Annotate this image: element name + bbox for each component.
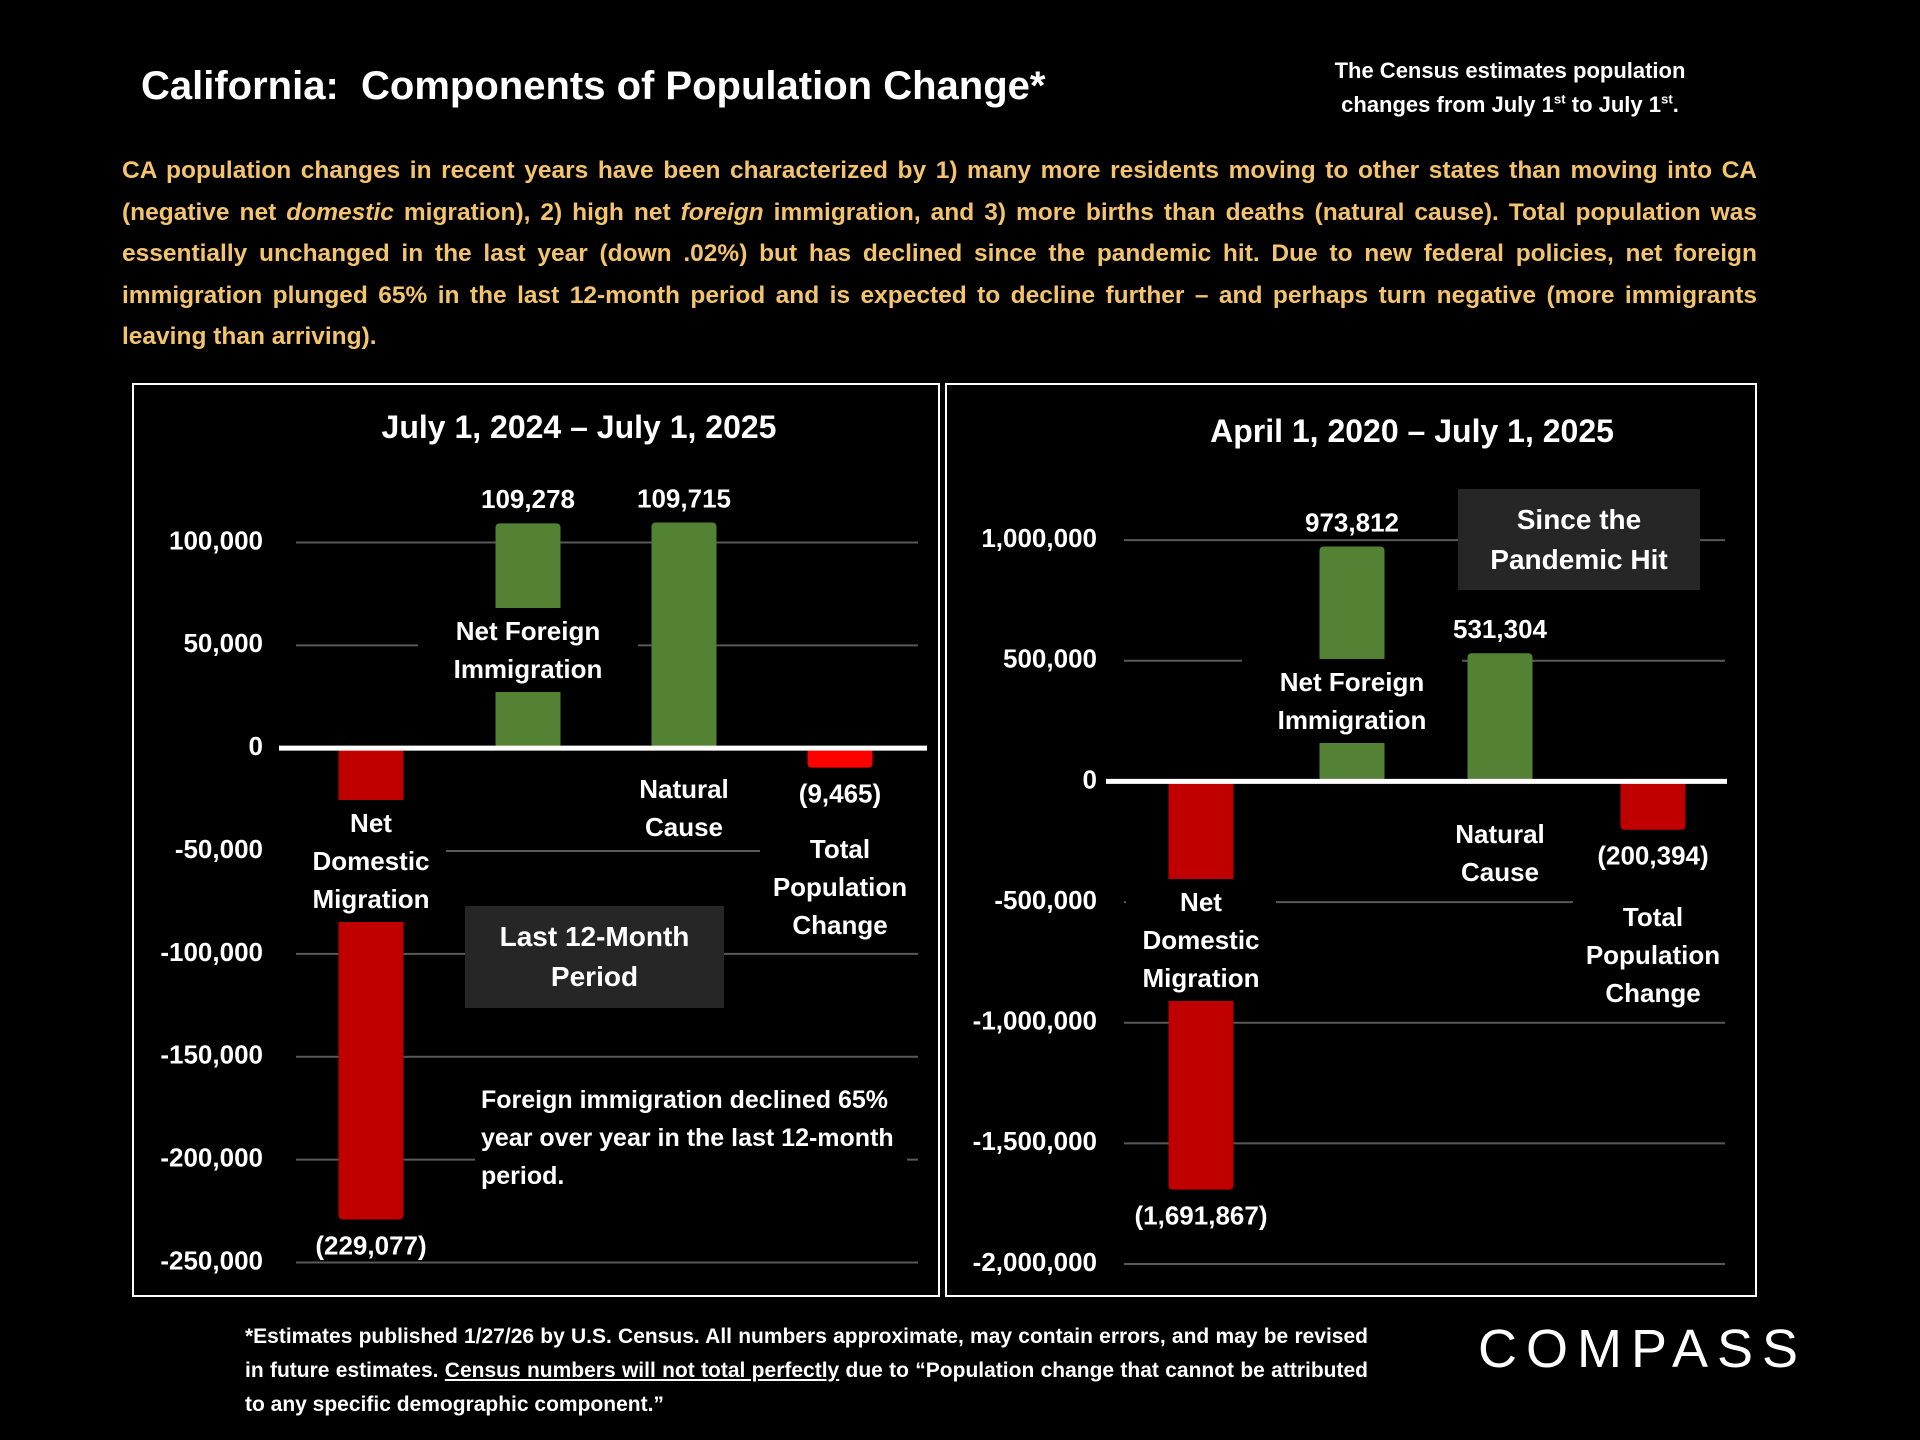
y-tick-label: 1,000,000	[981, 523, 1097, 553]
y-tick-label: -100,000	[160, 937, 263, 967]
y-tick-label: -500,000	[994, 885, 1097, 915]
text-segment: to July 1	[1565, 92, 1661, 117]
text-segment: CA population changes in recent years ha…	[122, 157, 1757, 226]
y-tick-label: -2,000,000	[973, 1247, 1097, 1277]
chart-frame	[945, 383, 1757, 1297]
text-segment: st	[1553, 91, 1566, 107]
text-segment: The Census estimates population changes …	[1334, 58, 1686, 117]
annotation: Since the Pandemic Hit	[1458, 489, 1700, 590]
footnote: *Estimates published 1/27/26 by U.S. Cen…	[245, 1320, 1368, 1422]
bar	[1620, 781, 1686, 830]
y-tick-label: 0	[1083, 764, 1097, 794]
y-tick-label: 500,000	[1003, 644, 1097, 674]
category-label: Net Foreign Immigration	[418, 608, 638, 692]
bar	[1467, 653, 1533, 782]
text-segment: st	[1660, 91, 1673, 107]
value-label: (229,077)	[315, 1230, 426, 1260]
text-segment: Census numbers will not total perfectly	[444, 1359, 840, 1382]
text-segment: *Estimates published 1/27/26 by U.S. Cen…	[245, 1325, 1368, 1382]
value-label: (1,691,867)	[1135, 1201, 1268, 1231]
text-segment: immigration, and 3) more births than dea…	[122, 198, 1757, 351]
text-segment: migration), 2) high net	[393, 198, 681, 226]
value-label: 531,304	[1453, 614, 1548, 644]
category-label: Total Population Change	[760, 826, 920, 948]
category-label: Net Foreign Immigration	[1242, 659, 1462, 743]
value-label: (200,394)	[1597, 841, 1708, 871]
category-label: Natural Cause	[1435, 811, 1565, 895]
intro-text: CA population changes in recent years ha…	[122, 150, 1757, 358]
value-label: 109,278	[481, 484, 575, 514]
category-label: Net Domestic Migration	[296, 800, 446, 922]
logo: COMPASS	[1478, 1319, 1808, 1379]
value-label: (9,465)	[799, 779, 881, 809]
y-tick-label: -1,500,000	[973, 1126, 1097, 1156]
y-tick-label: 100,000	[169, 525, 263, 555]
text-segment: foreign	[680, 198, 764, 226]
y-tick-label: -250,000	[160, 1245, 263, 1275]
y-tick-label: -200,000	[160, 1143, 263, 1173]
text-segment: .	[1672, 92, 1679, 117]
text-segment: domestic	[286, 198, 394, 226]
value-label: 973,812	[1305, 507, 1399, 537]
page-title: California: Components of Population Cha…	[141, 64, 1046, 108]
value-label: 109,715	[637, 483, 731, 513]
census-note: The Census estimates population changes …	[1300, 54, 1720, 122]
text-segment: due to “Population change that cannot be…	[245, 1359, 1368, 1416]
category-label: Total Population Change	[1573, 894, 1733, 1016]
chart-frame	[132, 383, 940, 1297]
chart-title: April 1, 2020 – July 1, 2025	[1210, 413, 1614, 449]
annotation: Foreign immigration declined 65% year ov…	[475, 1081, 907, 1195]
y-tick-label: 50,000	[183, 628, 263, 658]
bar	[807, 748, 873, 768]
y-tick-label: -150,000	[160, 1040, 263, 1070]
category-label: Net Domestic Migration	[1126, 879, 1276, 1001]
y-tick-label: 0	[249, 731, 263, 761]
chart-title: July 1, 2024 – July 1, 2025	[381, 409, 777, 445]
y-tick-label: -50,000	[175, 834, 263, 864]
annotation: Last 12-Month Period	[465, 906, 724, 1008]
y-tick-label: -1,000,000	[973, 1006, 1097, 1036]
category-label: Natural Cause	[619, 766, 749, 850]
bar	[651, 522, 717, 749]
